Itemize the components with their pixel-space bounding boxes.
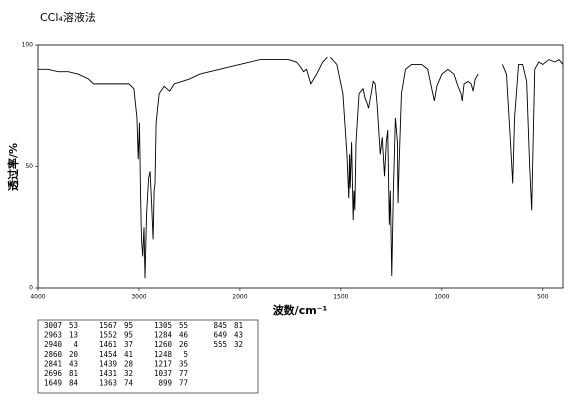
table-transmittance: 28 (124, 359, 134, 368)
table-wavenumber: 1567 (99, 321, 117, 330)
table-transmittance: 84 (69, 379, 79, 388)
table-transmittance: 43 (69, 359, 78, 368)
spectrum-line (330, 56, 479, 276)
table-wavenumber: 1461 (99, 340, 117, 349)
x-tick-label: 500 (537, 294, 549, 301)
table-transmittance: 26 (179, 340, 189, 349)
chart-title: CCl₄溶液法 (40, 10, 96, 24)
table-wavenumber: 2963 (44, 331, 62, 340)
table-wavenumber: 1439 (99, 359, 117, 368)
table-wavenumber: 555 (213, 340, 227, 349)
table-wavenumber: 1037 (154, 369, 172, 378)
table-wavenumber: 1284 (154, 331, 173, 340)
table-transmittance: 81 (69, 369, 78, 378)
table-transmittance: 95 (124, 321, 133, 330)
y-tick-label: 0 (29, 285, 33, 292)
table-wavenumber: 845 (213, 321, 227, 330)
table-wavenumber: 1552 (99, 331, 117, 340)
x-tick-label: 1000 (434, 294, 449, 301)
table-transmittance: 81 (234, 321, 243, 330)
table-transmittance: 77 (179, 369, 188, 378)
table-transmittance: 5 (183, 350, 188, 359)
table-transmittance: 74 (124, 379, 134, 388)
table-transmittance: 32 (234, 340, 243, 349)
x-tick-label: 4000 (30, 294, 45, 301)
table-transmittance: 37 (124, 340, 133, 349)
spectrum-line (38, 56, 328, 279)
table-frame (37, 319, 259, 394)
table-wavenumber: 1248 (154, 350, 173, 359)
plot-frame (37, 44, 564, 289)
table-transmittance: 20 (69, 350, 79, 359)
table-wavenumber: 1363 (99, 379, 117, 388)
y-tick-label: 50 (25, 163, 33, 170)
table-wavenumber: 649 (213, 331, 227, 340)
x-tick-label: 3000 (131, 294, 146, 301)
table-wavenumber: 2940 (44, 340, 63, 349)
x-tick-label: 1500 (333, 294, 348, 301)
table-transmittance: 43 (234, 331, 243, 340)
y-axis-label: 透过率/% (6, 143, 20, 191)
table-wavenumber: 1217 (154, 359, 172, 368)
table-transmittance: 4 (73, 340, 78, 349)
table-wavenumber: 2860 (44, 350, 63, 359)
table-transmittance: 41 (124, 350, 133, 359)
table-wavenumber: 1454 (99, 350, 118, 359)
table-transmittance: 53 (69, 321, 78, 330)
y-tick-label: 100 (22, 42, 34, 49)
table-wavenumber: 1305 (154, 321, 172, 330)
table-transmittance: 46 (179, 331, 189, 340)
table-transmittance: 95 (124, 331, 133, 340)
x-axis-label: 波数/cm⁻¹ (273, 303, 328, 317)
table-wavenumber: 2696 (44, 369, 63, 378)
table-wavenumber: 1260 (154, 340, 173, 349)
table-transmittance: 35 (179, 359, 188, 368)
table-transmittance: 77 (179, 379, 188, 388)
table-transmittance: 13 (69, 331, 78, 340)
table-wavenumber: 1649 (44, 379, 62, 388)
table-transmittance: 55 (179, 321, 188, 330)
table-wavenumber: 1431 (99, 369, 117, 378)
table-wavenumber: 2841 (44, 359, 62, 368)
x-tick-label: 2000 (232, 294, 247, 301)
table-wavenumber: 899 (158, 379, 172, 388)
table-wavenumber: 3007 (44, 321, 62, 330)
table-transmittance: 32 (124, 369, 133, 378)
spectrum-line (502, 58, 564, 211)
